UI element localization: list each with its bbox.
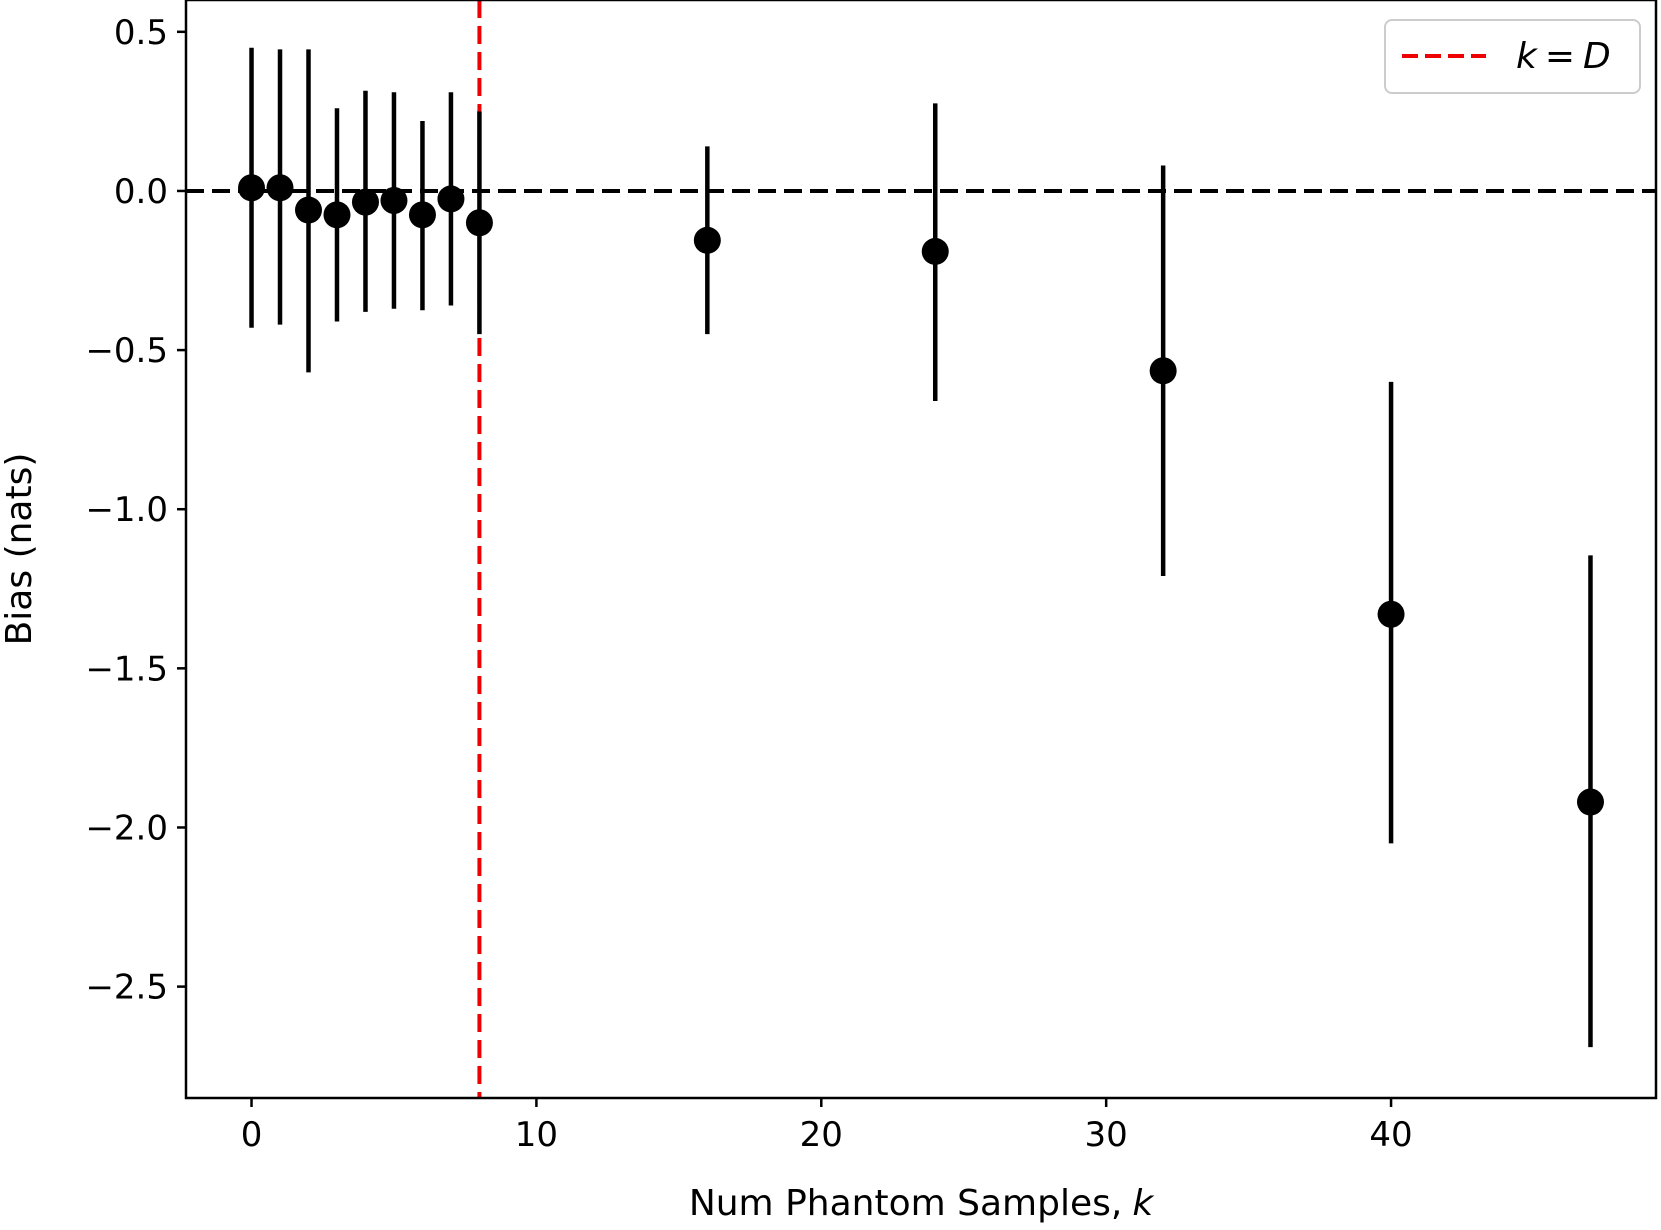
x-axis: 0 10 20 30 40	[241, 1098, 1413, 1155]
x-tick-label-0: 0	[241, 1115, 263, 1155]
x-tick-label-10: 10	[515, 1115, 558, 1155]
y-tick-label--2: −2.0	[85, 808, 168, 848]
data-point-2	[295, 196, 322, 224]
x-axis-title-variable: k	[1132, 1183, 1155, 1224]
x-tick-label-40: 40	[1369, 1115, 1412, 1155]
legend-label-d: D	[1583, 36, 1611, 77]
y-tick-label--0.5: −0.5	[85, 331, 168, 371]
data-point-6	[408, 201, 436, 229]
data-point-24	[921, 237, 949, 265]
data-point-4	[351, 188, 379, 216]
data-point-0	[238, 174, 266, 202]
legend-box	[1384, 19, 1641, 94]
data-point-7	[437, 185, 465, 213]
y-tick-label--1.5: −1.5	[85, 649, 168, 689]
y-tick-label--1: −1.0	[85, 490, 168, 530]
x-axis-title-text: Num Phantom Samples,	[689, 1183, 1123, 1224]
marks-layer	[186, 0, 1656, 1098]
data-point-5	[380, 187, 408, 215]
legend: k = D	[1384, 19, 1641, 94]
y-tick-label--2.5: −2.5	[85, 968, 168, 1008]
data-point-16	[693, 226, 721, 254]
x-axis-title: Num Phantom Samples, k	[689, 1183, 1156, 1224]
x-tick-label-30: 30	[1085, 1115, 1128, 1155]
y-tick-label-0: 0.0	[114, 172, 168, 212]
legend-label-k: k	[1516, 36, 1539, 77]
legend-label: k = D	[1516, 36, 1611, 77]
data-point-3	[323, 201, 351, 229]
y-axis-title: Bias (nats)	[0, 453, 40, 646]
x-tick-label-20: 20	[800, 1115, 843, 1155]
data-point-1	[266, 174, 294, 202]
data-point-47	[1576, 788, 1604, 816]
legend-label-equals: =	[1545, 36, 1575, 77]
y-tick-label-0.5: 0.5	[114, 13, 168, 53]
data-point-8	[465, 209, 493, 237]
data-point-32	[1149, 357, 1177, 385]
y-axis: 0.5 0.0 −0.5 −1.0 −1.5 −2.0 −2.5	[85, 13, 186, 1008]
plot-frame	[184, 0, 1658, 1100]
data-point-40	[1377, 600, 1405, 628]
